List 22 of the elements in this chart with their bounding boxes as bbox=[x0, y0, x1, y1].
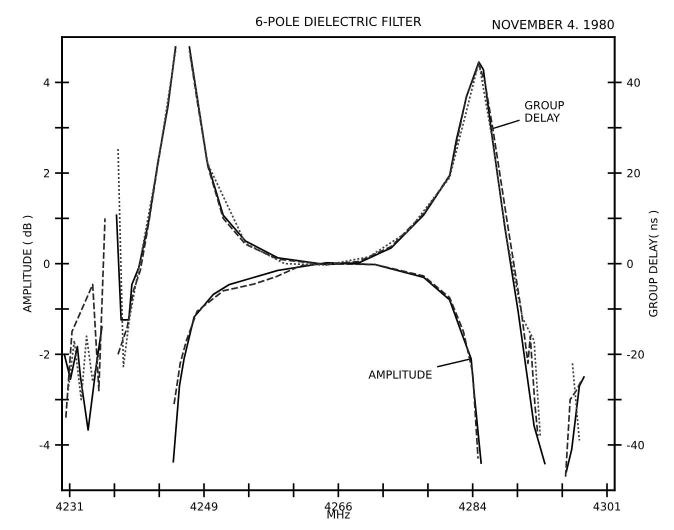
y2-tick-label: 20 bbox=[627, 169, 640, 178]
y-tick-label: 0 bbox=[44, 260, 50, 268]
x-tick-label: 4266 bbox=[324, 502, 352, 511]
y-tick-label: 4 bbox=[44, 78, 50, 87]
y-tick-label: 2 bbox=[44, 169, 50, 178]
y2-tick-label: 0 bbox=[627, 260, 633, 268]
x-axis-title: MHz bbox=[328, 510, 350, 518]
y2-tick-label: -20 bbox=[627, 350, 644, 359]
y-tick-label: -4 bbox=[40, 441, 50, 450]
y2-tick-label: -40 bbox=[627, 440, 644, 450]
x-tick-label: 4249 bbox=[190, 502, 218, 511]
y-axis-title: AMPLITUDE ( dB ) bbox=[22, 216, 33, 312]
y2-axis-title: GROUP DELAY( ns ) bbox=[648, 210, 659, 317]
y2-tick-label: 40 bbox=[627, 78, 640, 87]
x-tick-label: 4284 bbox=[459, 502, 486, 511]
y-tick-label: -2 bbox=[40, 350, 50, 359]
text: NOVEMBER 4. 1980 bbox=[492, 20, 614, 30]
annotation: AMPLITUDE bbox=[368, 370, 432, 379]
annotation: GROUP DELAY bbox=[525, 101, 564, 122]
x-tick-label: 4231 bbox=[56, 502, 83, 511]
x-tick-label: 4301 bbox=[593, 502, 620, 511]
chart-title: 6-POLE DIELECTRIC FILTER bbox=[256, 16, 422, 26]
